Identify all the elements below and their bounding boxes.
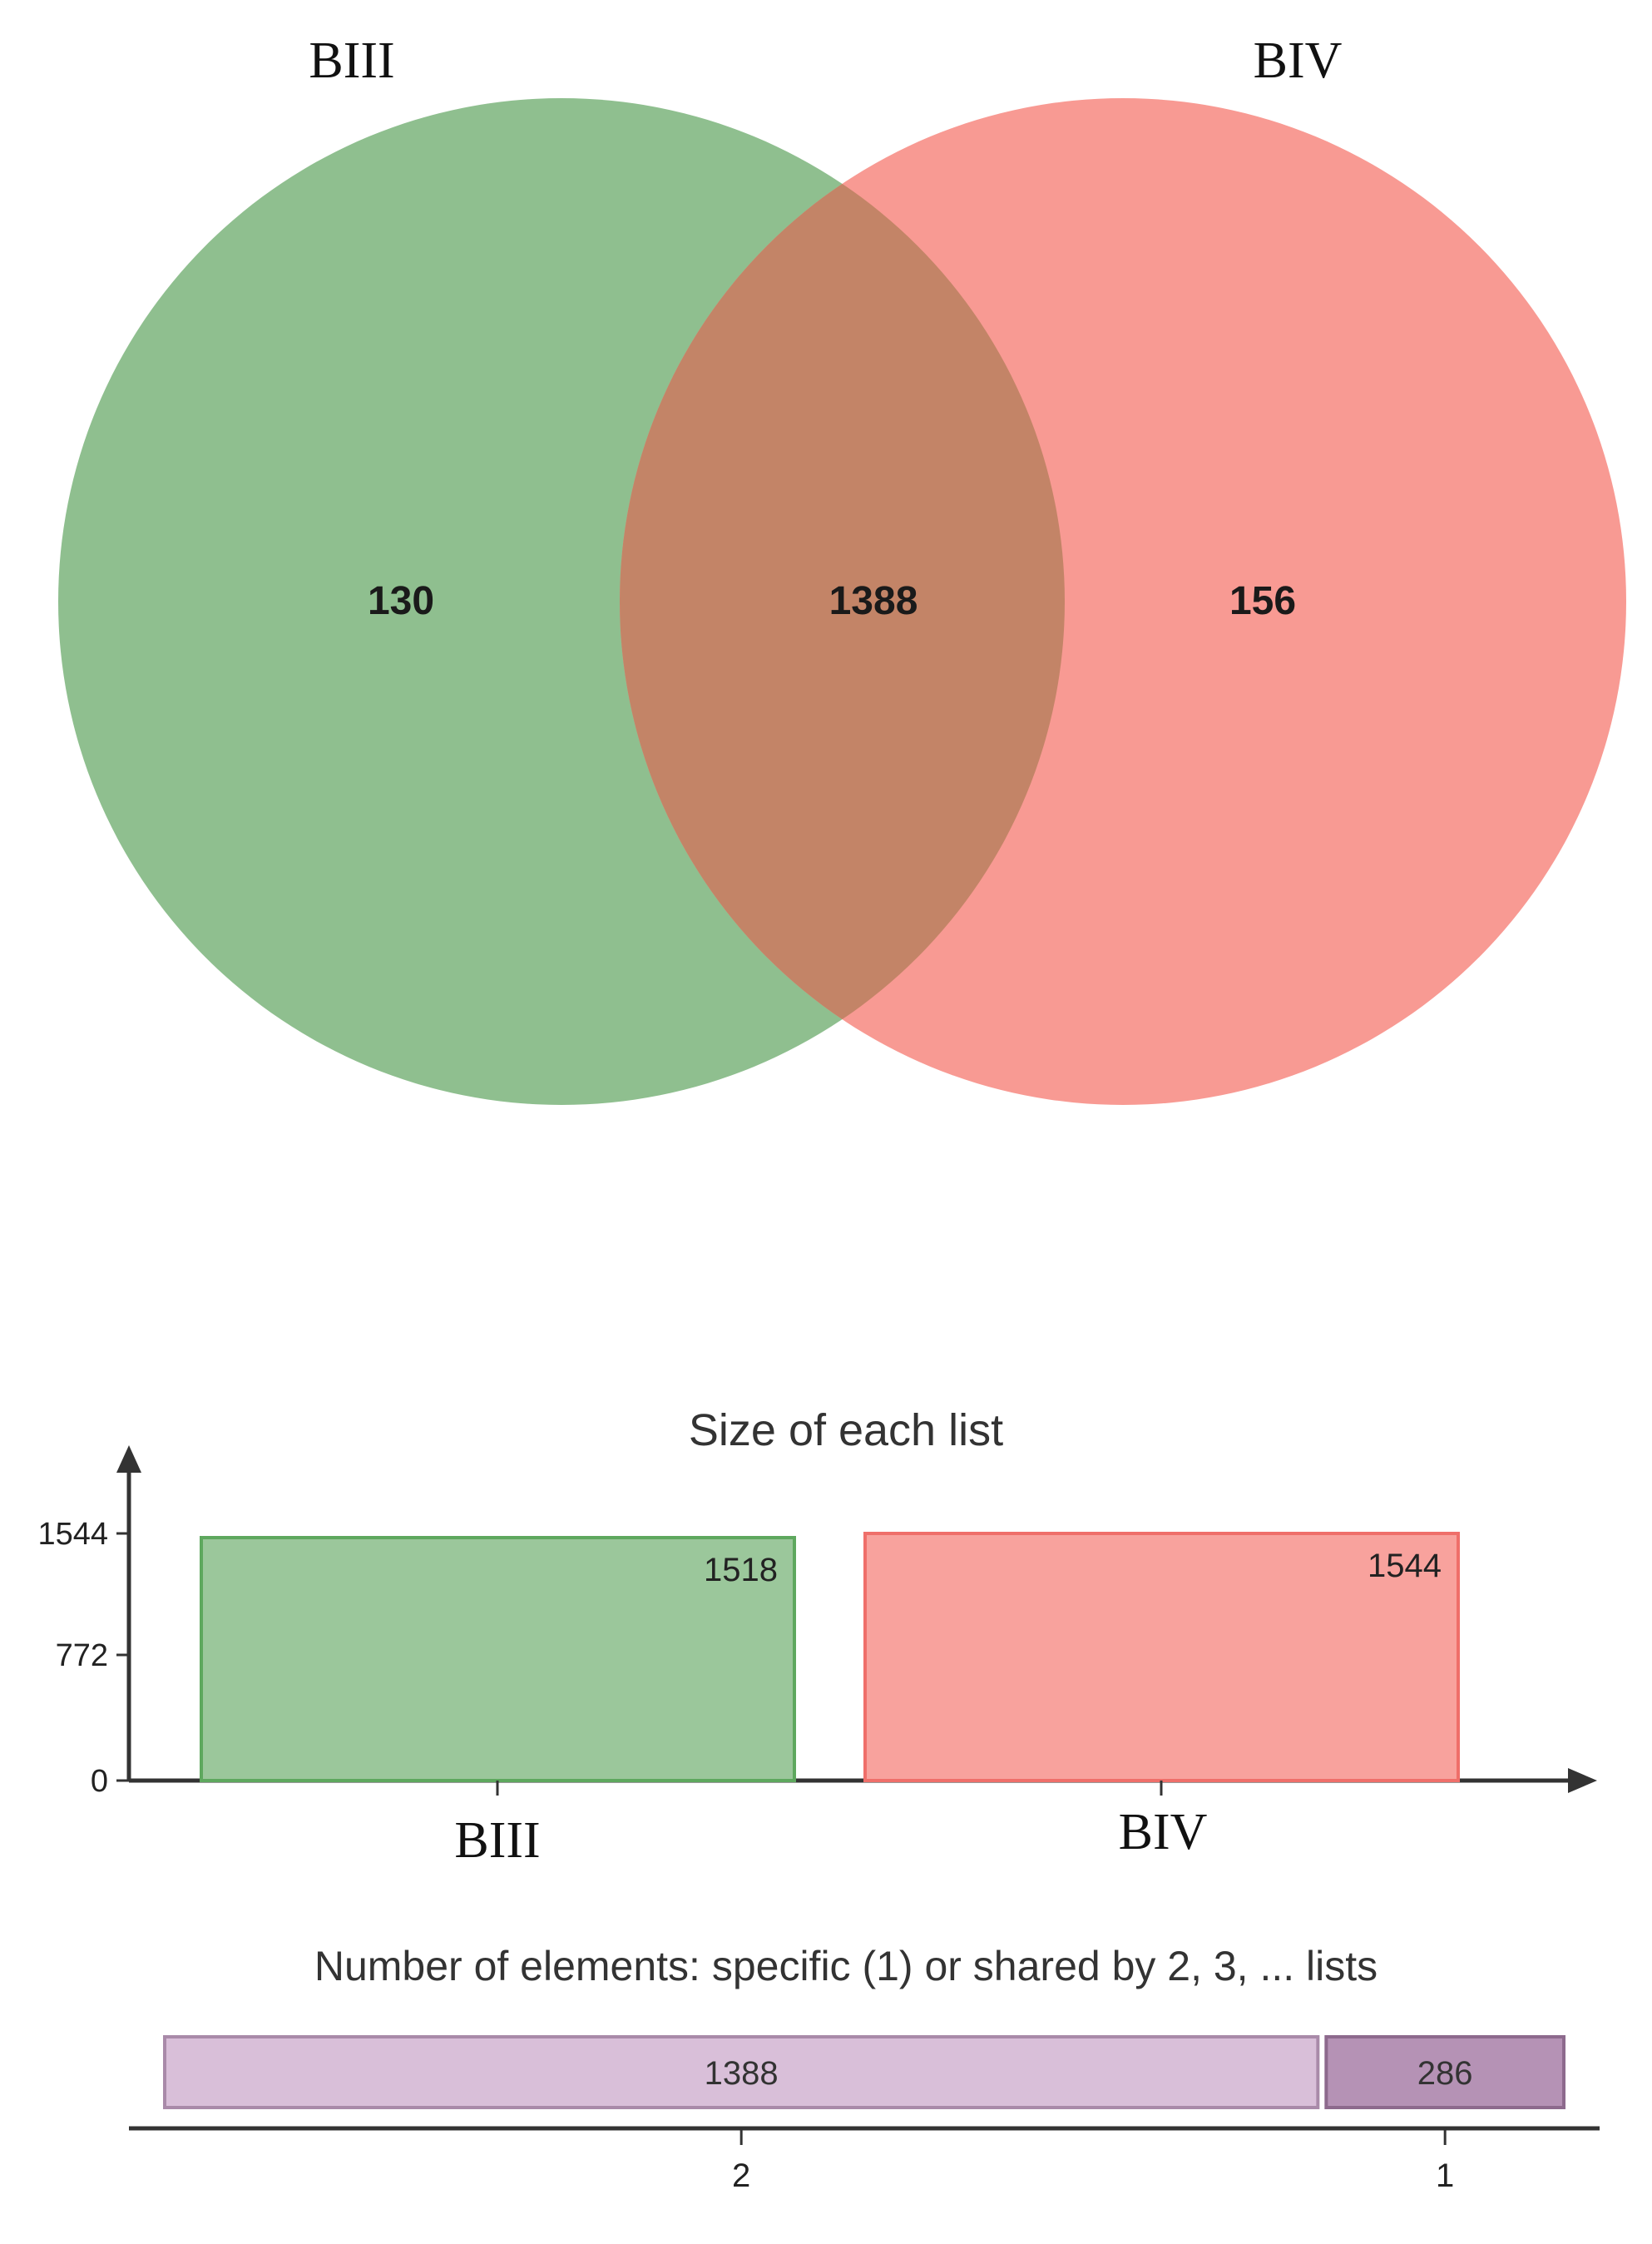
size-ytick-label-0: 0 (91, 1764, 108, 1799)
venn-count-only-biv: 156 (1229, 579, 1296, 623)
shared-segment-2 (163, 2035, 1320, 2109)
size-bar-chart: Size of each list 0 772 1544 1518 1544 B… (37, 1405, 1597, 1869)
venn-set-label-biii: BIII (309, 32, 394, 89)
shared-chart-title: Number of elements: specific (1) or shar… (314, 1943, 1377, 1989)
size-bar-value-label-biv: 1544 (1368, 1548, 1442, 1584)
venn-set-label-biv: BIV (1254, 32, 1343, 89)
shared-elements-chart: Number of elements: specific (1) or shar… (129, 1943, 1600, 2194)
shared-segment-1 (1324, 2035, 1565, 2109)
size-chart-x-axis-arrow (1568, 1768, 1597, 1793)
size-chart-title: Size of each list (689, 1405, 1003, 1455)
shared-tick-label-2: 2 (732, 2157, 750, 2194)
size-chart-y-axis-arrow (116, 1445, 141, 1473)
shared-segment-value-label-2: 1388 (705, 2055, 779, 2092)
size-ytick-label-2: 1544 (37, 1517, 108, 1552)
size-ytick-label-1: 772 (56, 1638, 108, 1673)
venn-count-only-biii: 130 (368, 579, 434, 623)
venn-diagram: BIII BIV 130 1388 156 (58, 32, 1626, 1105)
size-chart-y-ticks: 0 772 1544 (37, 1517, 129, 1799)
size-category-label-biv: BIV (1119, 1804, 1208, 1860)
venn-count-shared: 1388 (829, 579, 918, 623)
shared-segment-value-label-1: 286 (1417, 2055, 1473, 2092)
size-category-label-biii: BIII (454, 1812, 540, 1869)
shared-tick-label-1: 1 (1436, 2157, 1454, 2194)
size-bar-value-label-biii: 1518 (704, 1552, 778, 1588)
venn-overlap-region (620, 98, 1065, 1105)
size-bar-biii (200, 1536, 796, 1783)
